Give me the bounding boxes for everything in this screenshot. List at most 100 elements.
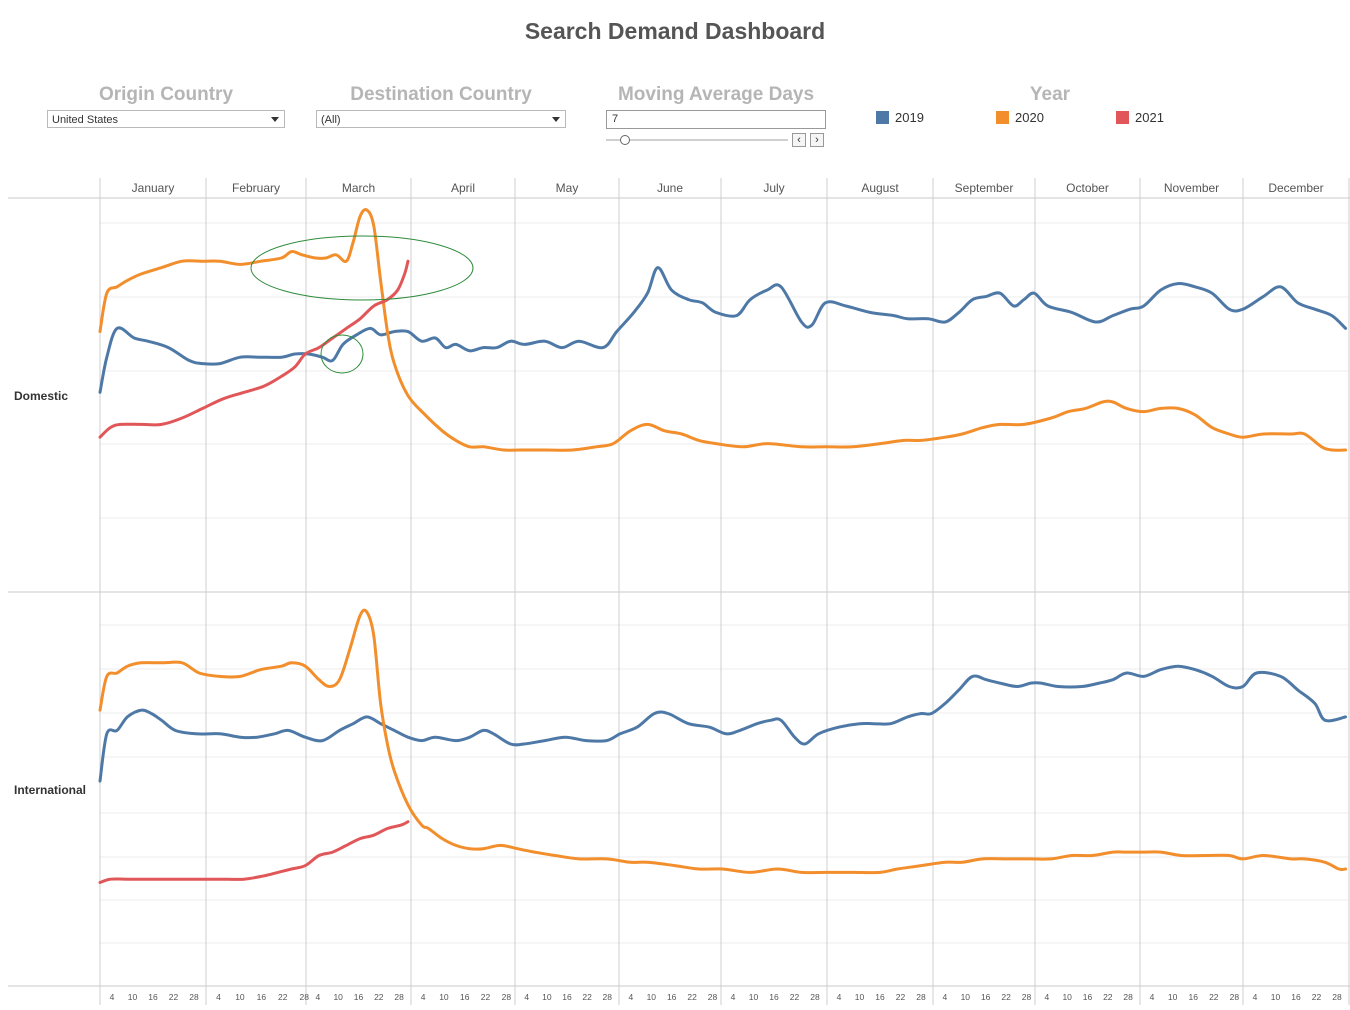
month-label: February	[232, 181, 280, 195]
day-tick-label: 22	[1001, 992, 1011, 1002]
day-tick-label: 28	[810, 992, 820, 1002]
annotation-circle	[320, 334, 364, 374]
chevron-down-icon[interactable]	[266, 111, 284, 127]
day-tick-label: 16	[1291, 992, 1301, 1002]
day-tick-label: 22	[481, 992, 491, 1002]
day-tick-label: 4	[629, 992, 634, 1002]
day-tick-label: 4	[421, 992, 426, 1002]
day-tick-label: 16	[562, 992, 572, 1002]
day-tick-label: 10	[1271, 992, 1281, 1002]
legend-label: 2019	[895, 110, 924, 125]
month-label: March	[342, 181, 375, 195]
legend-swatch	[876, 111, 889, 124]
origin-country-value: United States	[52, 114, 119, 126]
destination-country-dropdown[interactable]: (All)	[316, 110, 566, 128]
increment-button[interactable]: ›	[810, 133, 824, 147]
annotation-ellipse	[250, 235, 474, 301]
day-tick-label: 10	[749, 992, 759, 1002]
day-tick-label: 22	[374, 992, 384, 1002]
day-tick-label: 22	[1103, 992, 1113, 1002]
day-tick-label: 4	[1044, 992, 1049, 1002]
moving-average-label: Moving Average Days	[617, 84, 815, 105]
month-label: April	[451, 181, 475, 195]
origin-country-dropdown[interactable]: United States	[47, 110, 285, 128]
day-tick-label: 4	[216, 992, 221, 1002]
month-label: September	[955, 181, 1014, 195]
row-label-domestic: Domestic	[14, 389, 69, 403]
day-tick-label: 22	[582, 992, 592, 1002]
month-label: December	[1268, 181, 1323, 195]
series-line-international-2021	[98, 820, 410, 884]
legend-swatch	[996, 111, 1009, 124]
day-tick-label: 28	[916, 992, 926, 1002]
day-tick-label: 4	[731, 992, 736, 1002]
origin-country-label: Origin Country	[98, 84, 234, 105]
day-tick-label: 10	[439, 992, 449, 1002]
series-line-domestic-2019	[98, 266, 1348, 394]
day-tick-label: 22	[1209, 992, 1219, 1002]
day-tick-label: 28	[1332, 992, 1342, 1002]
month-label: January	[132, 181, 175, 195]
series-line-international-2019	[98, 664, 1348, 783]
series-line-international-2020	[98, 608, 1348, 875]
day-tick-label: 4	[1150, 992, 1155, 1002]
day-tick-label: 4	[943, 992, 948, 1002]
day-tick-label: 16	[1188, 992, 1198, 1002]
month-label: May	[556, 181, 579, 195]
day-tick-label: 10	[961, 992, 971, 1002]
legend-label: 2021	[1135, 110, 1164, 125]
day-tick-label: 22	[896, 992, 906, 1002]
day-tick-label: 4	[315, 992, 320, 1002]
moving-average-slider-track[interactable]	[606, 139, 788, 141]
decrement-button[interactable]: ‹	[792, 133, 806, 147]
day-tick-label: 28	[394, 992, 404, 1002]
day-tick-label: 22	[169, 992, 179, 1002]
day-tick-label: 22	[790, 992, 800, 1002]
day-tick-label: 28	[1123, 992, 1133, 1002]
row-label-international: International	[14, 783, 87, 797]
day-tick-label: 10	[128, 992, 138, 1002]
day-tick-label: 16	[354, 992, 364, 1002]
month-label: July	[763, 181, 784, 195]
day-tick-label: 16	[875, 992, 885, 1002]
day-tick-label: 10	[235, 992, 245, 1002]
moving-average-slider-thumb[interactable]	[620, 135, 630, 145]
day-tick-label: 16	[769, 992, 779, 1002]
day-tick-label: 28	[708, 992, 718, 1002]
destination-country-label: Destination Country	[350, 84, 532, 105]
day-tick-label: 10	[542, 992, 552, 1002]
legend-label: 2020	[1015, 110, 1044, 125]
day-tick-label: 4	[524, 992, 529, 1002]
month-label: November	[1164, 181, 1219, 195]
day-tick-label: 28	[603, 992, 613, 1002]
month-label: October	[1066, 181, 1109, 195]
series-line-domestic-2021	[98, 259, 410, 439]
chevron-down-icon[interactable]	[547, 111, 565, 127]
day-tick-label: 10	[1168, 992, 1178, 1002]
day-tick-label: 28	[502, 992, 512, 1002]
day-tick-label: 16	[667, 992, 677, 1002]
day-tick-label: 16	[981, 992, 991, 1002]
day-tick-label: 10	[855, 992, 865, 1002]
series-line-domestic-2020	[98, 208, 1348, 452]
day-tick-label: 10	[647, 992, 657, 1002]
year-legend-label: Year	[1029, 84, 1071, 105]
moving-average-input[interactable]: 7	[606, 110, 826, 129]
day-tick-label: 16	[1083, 992, 1093, 1002]
day-tick-label: 28	[299, 992, 309, 1002]
day-tick-label: 28	[1230, 992, 1240, 1002]
day-tick-label: 28	[1022, 992, 1032, 1002]
legend-swatch	[1116, 111, 1129, 124]
day-tick-label: 4	[837, 992, 842, 1002]
month-label: June	[657, 181, 683, 195]
day-tick-label: 22	[687, 992, 697, 1002]
day-tick-label: 16	[460, 992, 470, 1002]
day-tick-label: 16	[257, 992, 267, 1002]
day-tick-label: 22	[278, 992, 288, 1002]
day-tick-label: 10	[1062, 992, 1072, 1002]
day-tick-label: 4	[110, 992, 115, 1002]
day-tick-label: 22	[1312, 992, 1322, 1002]
dashboard-title: Search Demand Dashboard	[524, 18, 826, 44]
day-tick-label: 4	[1253, 992, 1258, 1002]
